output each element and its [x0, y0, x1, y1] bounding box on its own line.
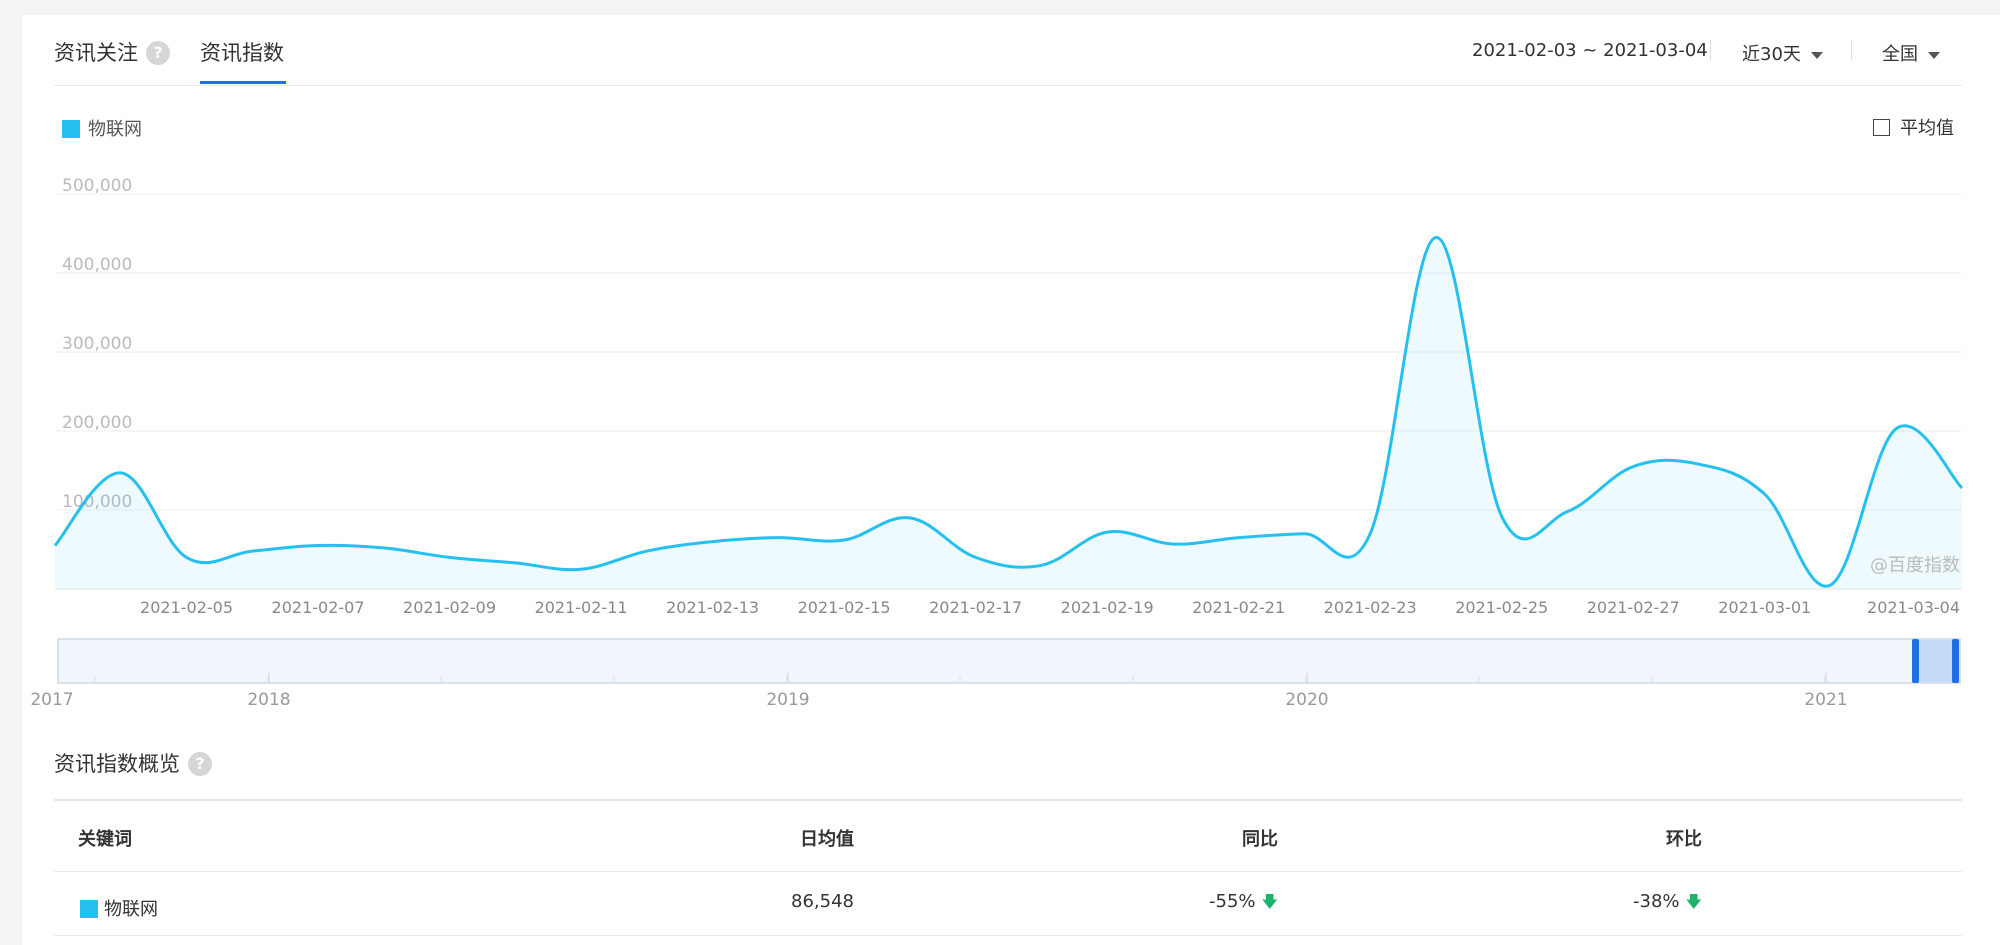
help-icon[interactable]: ?	[146, 41, 170, 65]
yoy-value: -55%	[1209, 891, 1256, 912]
x-tick-label: 2021-02-19	[1061, 598, 1154, 617]
mom-value: -38%	[1633, 891, 1680, 912]
help-icon[interactable]: ?	[188, 752, 212, 776]
navigator-track	[57, 638, 1961, 684]
legend-swatch	[62, 120, 80, 138]
chart-grid	[55, 193, 1962, 590]
y-tick-label: 400,000	[62, 255, 132, 275]
y-tick-label: 200,000	[62, 413, 132, 433]
navigator-handle-right	[1952, 639, 1959, 683]
tab-bar: 资讯关注 ? 资讯指数	[54, 15, 1962, 86]
active-tab-indicator	[200, 81, 286, 84]
period-select-label: 近30天	[1742, 44, 1801, 65]
y-tick-label: 500,000	[62, 176, 132, 196]
navigator-year-labels: 2017 2018 2019 2020 2021	[30, 690, 1847, 710]
keyword-swatch	[80, 900, 98, 918]
main-card	[22, 15, 2000, 945]
mom-cell: -38% 🡇	[1633, 891, 1702, 918]
navigator-year-label: 2018	[247, 690, 290, 710]
x-tick-label: 2021-02-17	[929, 598, 1022, 617]
average-toggle[interactable]: 平均值	[1873, 114, 1954, 140]
overview-title: 资讯指数概览	[54, 752, 180, 776]
x-tick-label: 2021-02-27	[1587, 598, 1680, 617]
legend-label: 物联网	[88, 119, 142, 140]
chevron-down-icon	[1928, 51, 1940, 59]
chart-legend[interactable]: 物联网	[62, 115, 142, 141]
navigator-year-label: 2021	[1804, 690, 1847, 710]
col-yoy: 同比	[1242, 829, 1278, 850]
x-tick-label: 2021-02-09	[403, 598, 496, 617]
average-label: 平均值	[1900, 118, 1954, 139]
divider	[1851, 40, 1852, 60]
yoy-cell: -55% 🡇	[1209, 891, 1278, 918]
period-select[interactable]: 近30天	[1742, 40, 1823, 66]
x-tick-label: 2021-02-13	[666, 598, 759, 617]
col-mom: 环比	[1666, 829, 1702, 850]
navigator-year-label: 2017	[30, 690, 73, 710]
region-select[interactable]: 全国	[1882, 40, 1940, 66]
navigator-handle-left	[1912, 639, 1919, 683]
divider	[1710, 40, 1711, 60]
x-tick-label: 2021-03-04	[1867, 598, 1960, 617]
x-tick-label: 2021-03-01	[1718, 598, 1811, 617]
arrow-down-icon: 🡇	[1685, 892, 1702, 911]
arrow-down-icon: 🡇	[1261, 892, 1278, 911]
keyword-cell: 物联网	[80, 895, 158, 921]
x-tick-label: 2021-02-23	[1324, 598, 1417, 617]
col-keyword: 关键词	[78, 829, 132, 850]
x-tick-label: 2021-02-15	[798, 598, 891, 617]
x-tick-label: 2021-02-21	[1192, 598, 1285, 617]
x-tick-label: 2021-02-05	[140, 598, 233, 617]
x-tick-label: 2021-02-25	[1455, 598, 1548, 617]
series-line	[53, 235, 1964, 588]
table-header: 关键词 日均值 同比 环比	[54, 799, 1962, 872]
navigator-selection	[1914, 640, 1957, 682]
series-area	[55, 237, 1962, 589]
navigator-year-label: 2019	[766, 690, 809, 710]
daily-avg-cell: 86,548	[791, 891, 854, 912]
region-select-label: 全国	[1882, 44, 1918, 65]
x-tick-label: 2021-02-11	[535, 598, 628, 617]
keyword-text: 物联网	[104, 899, 158, 920]
y-tick-label: 300,000	[62, 334, 132, 354]
x-axis-ticks: 2021-02-05 2021-02-07 2021-02-09 2021-02-11…	[140, 598, 1960, 617]
col-daily-avg: 日均值	[800, 829, 854, 850]
navigator-ticks	[94, 672, 1827, 683]
tab-news-index[interactable]: 资讯指数	[200, 41, 284, 65]
x-tick-label: 2021-02-07	[272, 598, 365, 617]
chevron-down-icon	[1810, 51, 1823, 59]
table-row: 物联网 86,548 -55% 🡇 -38% 🡇	[54, 869, 1962, 936]
tab-news-attention[interactable]: 资讯关注	[54, 41, 138, 65]
navigator-year-label: 2020	[1285, 690, 1328, 710]
date-range-picker[interactable]: 2021-02-03 ~ 2021-03-04	[1472, 40, 1708, 61]
watermark: @百度指数	[1870, 555, 1960, 576]
checkbox-icon[interactable]	[1873, 119, 1890, 136]
